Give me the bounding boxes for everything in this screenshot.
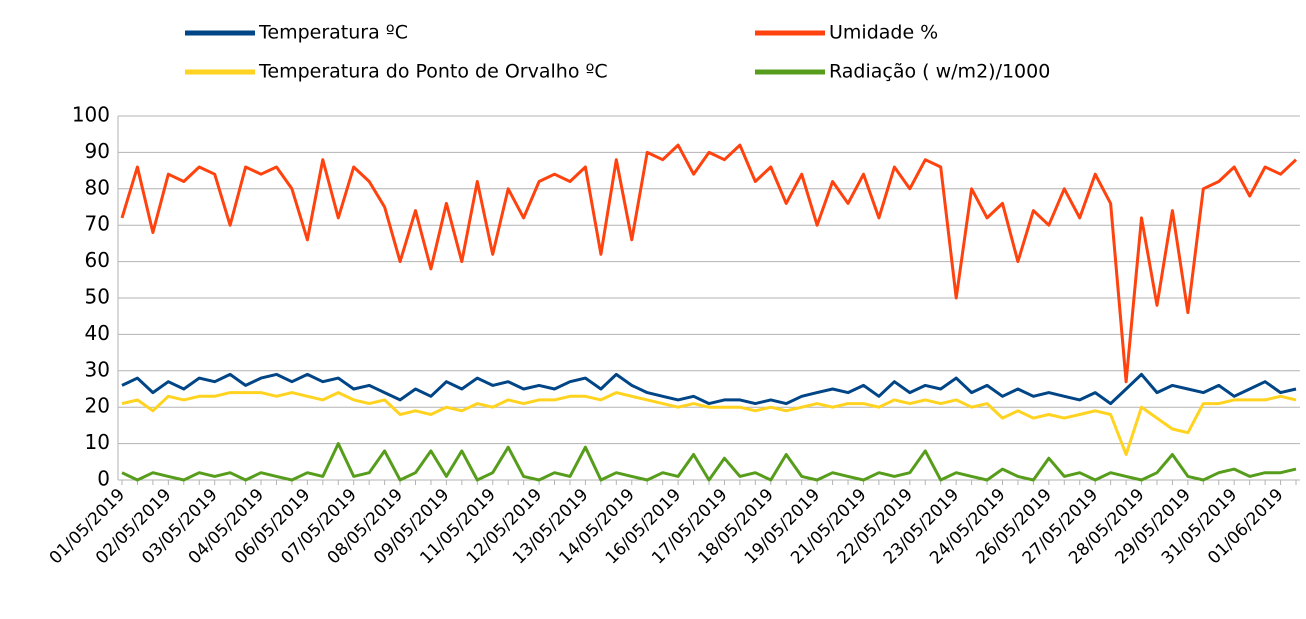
legend-label: Umidade % bbox=[829, 22, 938, 44]
series-line bbox=[121, 372, 1297, 406]
series-line bbox=[121, 442, 1297, 482]
y-tick-label: 50 bbox=[85, 285, 110, 309]
y-tick-label: 0 bbox=[97, 467, 110, 491]
y-tick-label: 10 bbox=[85, 430, 110, 454]
legend-label: Temperatura ºC bbox=[258, 22, 408, 44]
y-tick-label: 90 bbox=[85, 139, 110, 163]
y-tick-label: 70 bbox=[85, 212, 110, 236]
series-line bbox=[120, 143, 1298, 384]
y-tick-label: 30 bbox=[85, 357, 110, 381]
y-tick-label: 80 bbox=[85, 175, 110, 199]
legend-label: Temperatura do Ponto de Orvalho ºC bbox=[258, 61, 608, 83]
y-tick-label: 60 bbox=[85, 248, 110, 272]
series-line bbox=[121, 391, 1297, 456]
legend-label: Radiação ( w/m2)/1000 bbox=[829, 61, 1050, 83]
y-tick-label: 20 bbox=[85, 394, 110, 418]
y-tick-label: 100 bbox=[72, 103, 110, 127]
y-tick-label: 40 bbox=[85, 321, 110, 345]
